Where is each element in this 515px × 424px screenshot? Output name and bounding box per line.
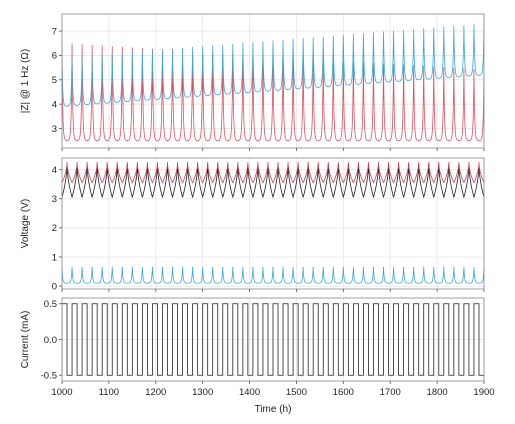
impedance-frame [61, 13, 485, 149]
impedance-y-tick-label: 5 [52, 75, 57, 86]
current-panel: -0.5 0.0 0.5 Current (mA) 1000 1100 1200 1300 14… [20, 297, 495, 398]
voltage-series-3-line [62, 266, 484, 284]
current-y-axis-title: Current (mA) [20, 311, 31, 369]
x-axis-title: Time (h) [255, 404, 292, 415]
x-tick-label: 1700 [380, 387, 401, 398]
current-y-tick-label: 0.0 [44, 335, 57, 346]
voltage-y-axis-title: Voltage (V) [20, 199, 31, 248]
current-series-1-line [62, 303, 484, 376]
x-tick-label: 1100 [99, 387, 119, 398]
impedance-series-2-line [62, 23, 484, 107]
impedance-y-tick-label: 4 [52, 99, 57, 110]
voltage-frame [61, 157, 485, 290]
voltage-panel: 0 1 2 3 4 Voltage (V) [20, 157, 485, 292]
x-tick-label: 1000 [51, 387, 72, 398]
impedance-panel: 3 4 5 6 7 |Z| @ 1 Hz (Ω) [20, 13, 485, 151]
voltage-y-tick-label: 2 [52, 223, 57, 234]
x-tick-label: 1500 [286, 387, 307, 398]
voltage-y-tick-label: 4 [52, 165, 57, 176]
current-y-tick-label: -0.5 [41, 371, 57, 382]
voltage-series-2-line [62, 161, 484, 184]
impedance-y-tick-label: 7 [52, 26, 57, 37]
voltage-y-tick-label: 3 [52, 194, 57, 205]
x-tick-label: 1400 [239, 387, 260, 398]
x-tick-label: 1800 [427, 387, 448, 398]
x-tick-label: 1300 [192, 387, 213, 398]
voltage-y-tick-label: 1 [52, 252, 57, 263]
impedance-y-tick-label: 6 [52, 51, 57, 62]
impedance-y-tick-label: 3 [52, 124, 57, 135]
x-tick-label: 1600 [333, 387, 354, 398]
impedance-y-axis-title: |Z| @ 1 Hz (Ω) [20, 49, 31, 114]
voltage-series-1-line [62, 163, 484, 198]
current-y-tick-label: 0.5 [44, 299, 57, 310]
voltage-y-tick-label: 0 [52, 281, 57, 292]
x-tick-label: 1200 [145, 387, 166, 398]
x-tick-label: 1900 [473, 387, 494, 398]
